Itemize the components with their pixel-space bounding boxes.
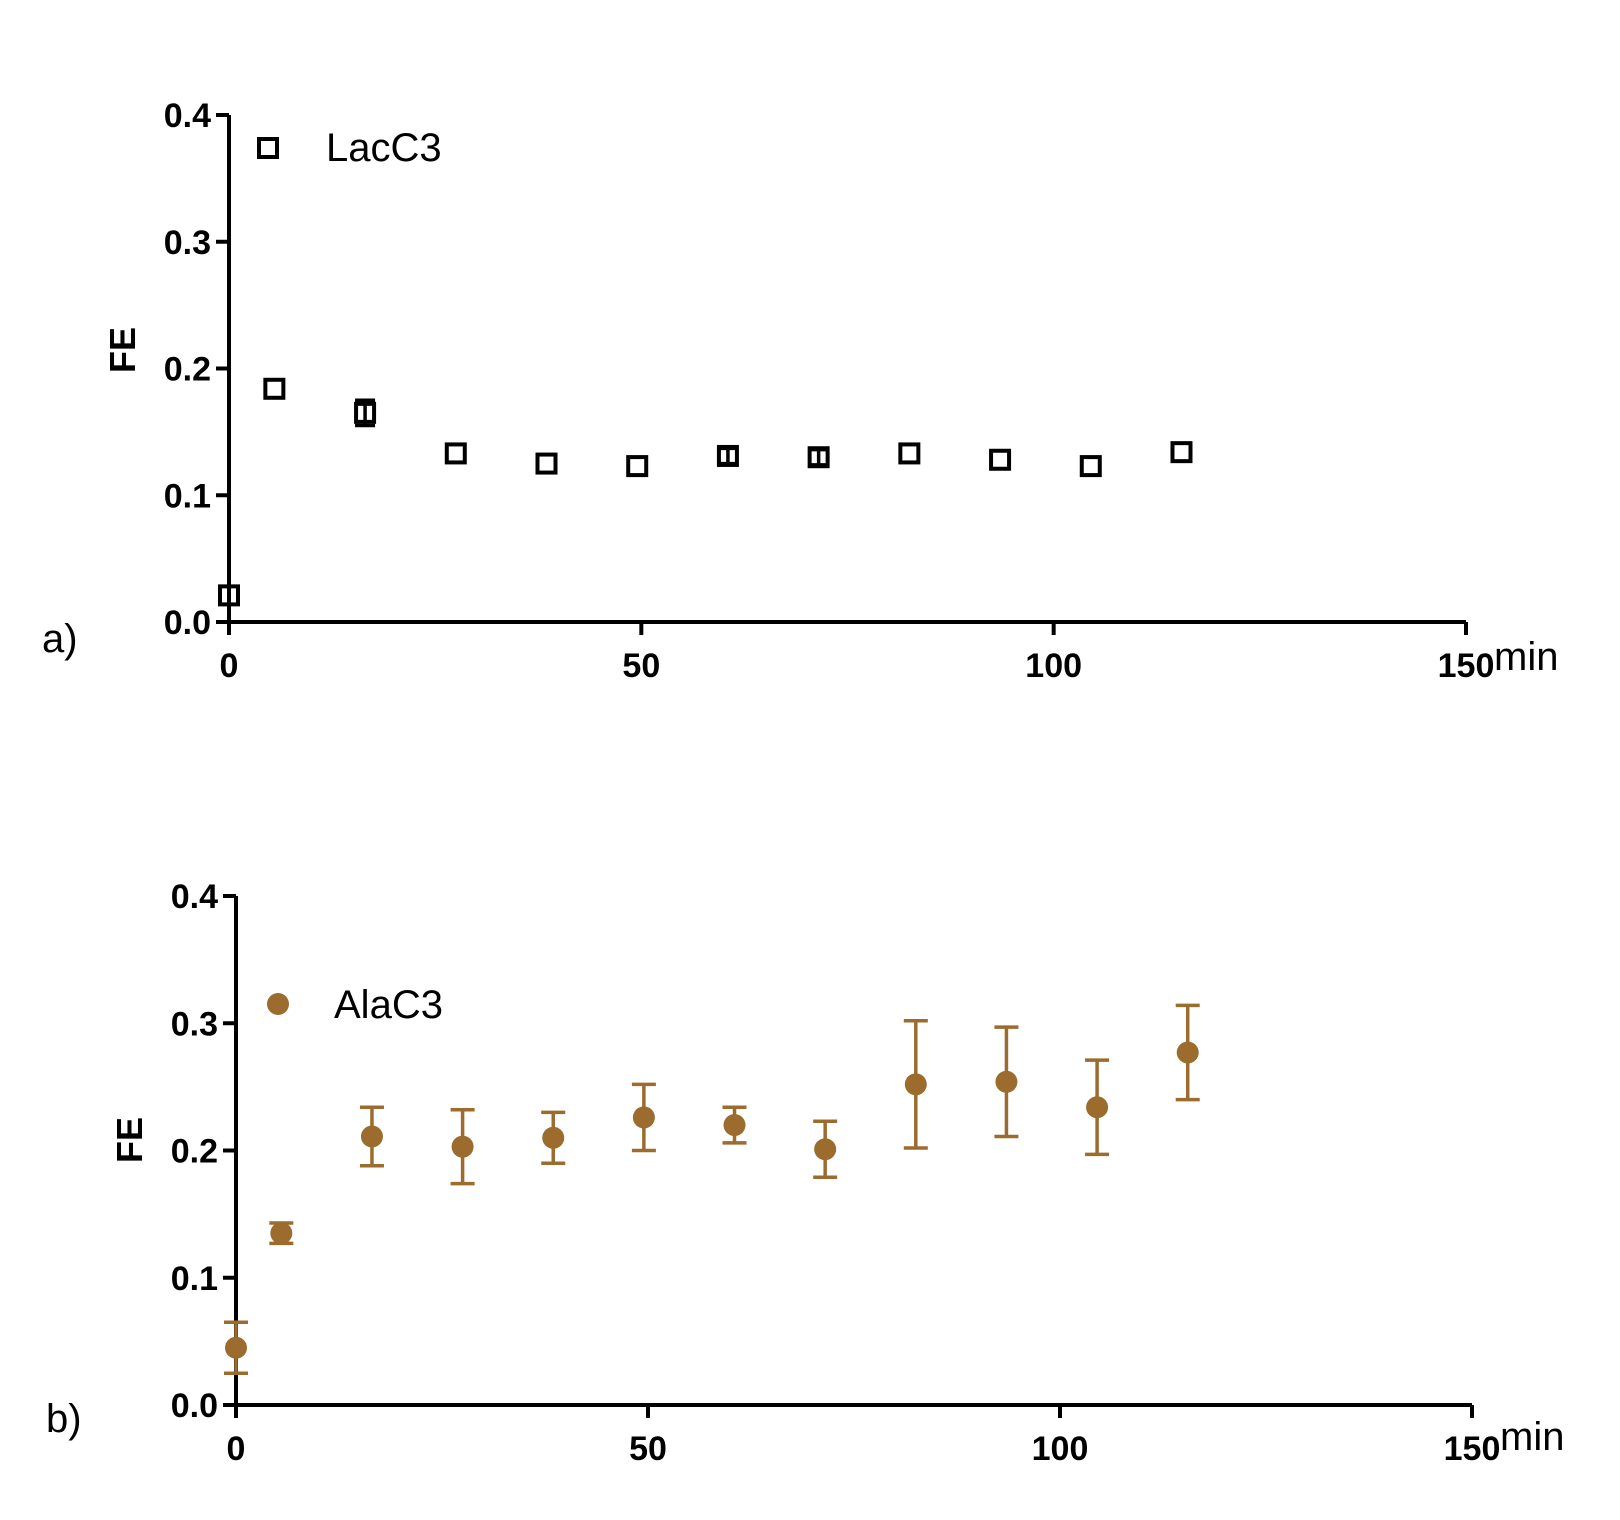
data-point (632, 1106, 655, 1129)
x-tick-label: 100 (1032, 1430, 1089, 1468)
data-point (1176, 1041, 1199, 1064)
y-axis-title-b: FE (109, 1117, 150, 1163)
y-tick-label: 0.3 (171, 1005, 218, 1043)
y-tick-label: 0.0 (164, 604, 211, 642)
panel-label-a: a) (42, 617, 78, 661)
y-tick-label: 0.1 (164, 477, 211, 515)
x-tick-label: 0 (220, 647, 239, 685)
data-point (218, 584, 240, 607)
panel-b: b) FE min 0.0 0.1 0.2 0.3 0.4 0 50 100 150 AlaC3 (46, 878, 1564, 1468)
data-point (626, 455, 649, 478)
legend-marker (267, 993, 289, 1015)
data-point (723, 1114, 746, 1137)
x-tick-label: 50 (622, 647, 660, 685)
data-point (898, 442, 921, 465)
data-point (270, 1222, 293, 1245)
data-point (1086, 1096, 1109, 1119)
x-tick-label: 100 (1025, 647, 1082, 685)
data-point (995, 1070, 1018, 1093)
data-point (451, 1135, 474, 1158)
y-tick-label: 0.4 (171, 878, 218, 916)
legend-label: LacC3 (326, 126, 442, 170)
data-point (263, 377, 286, 400)
panel-a: a) FE min 0.0 0.1 0.2 0.3 0.4 0 50 100 150 LacC3 (42, 97, 1558, 685)
data-point (360, 1125, 383, 1148)
x-tick-label: 0 (227, 1430, 246, 1468)
legend-marker (257, 137, 279, 159)
data-point (1170, 441, 1193, 464)
data-point (354, 401, 377, 424)
x-unit-label-a: min (1494, 635, 1558, 679)
y-axis-title-a: FE (102, 327, 143, 373)
data-point (807, 446, 830, 469)
y-tick-label: 0.2 (171, 1133, 218, 1171)
x-tick-label: 150 (1444, 1430, 1501, 1468)
x-unit-label-b: min (1500, 1415, 1564, 1459)
data-point (814, 1138, 837, 1161)
data-point (716, 444, 739, 467)
data-point (989, 448, 1012, 471)
data-point (444, 442, 467, 465)
data-point (904, 1073, 927, 1096)
data-point (542, 1126, 565, 1149)
y-tick-label: 0.4 (164, 97, 211, 135)
x-tick-label: 50 (629, 1430, 667, 1468)
y-tick-label: 0.0 (171, 1387, 218, 1425)
y-tick-label: 0.1 (171, 1260, 218, 1298)
panel-label-b: b) (46, 1397, 82, 1441)
x-tick-label: 150 (1438, 647, 1495, 685)
y-tick-label: 0.3 (164, 224, 211, 262)
data-point (225, 1336, 247, 1359)
legend-label: AlaC3 (334, 983, 443, 1027)
y-tick-label: 0.2 (164, 351, 211, 389)
data-point (535, 452, 558, 475)
data-point (1079, 455, 1102, 478)
